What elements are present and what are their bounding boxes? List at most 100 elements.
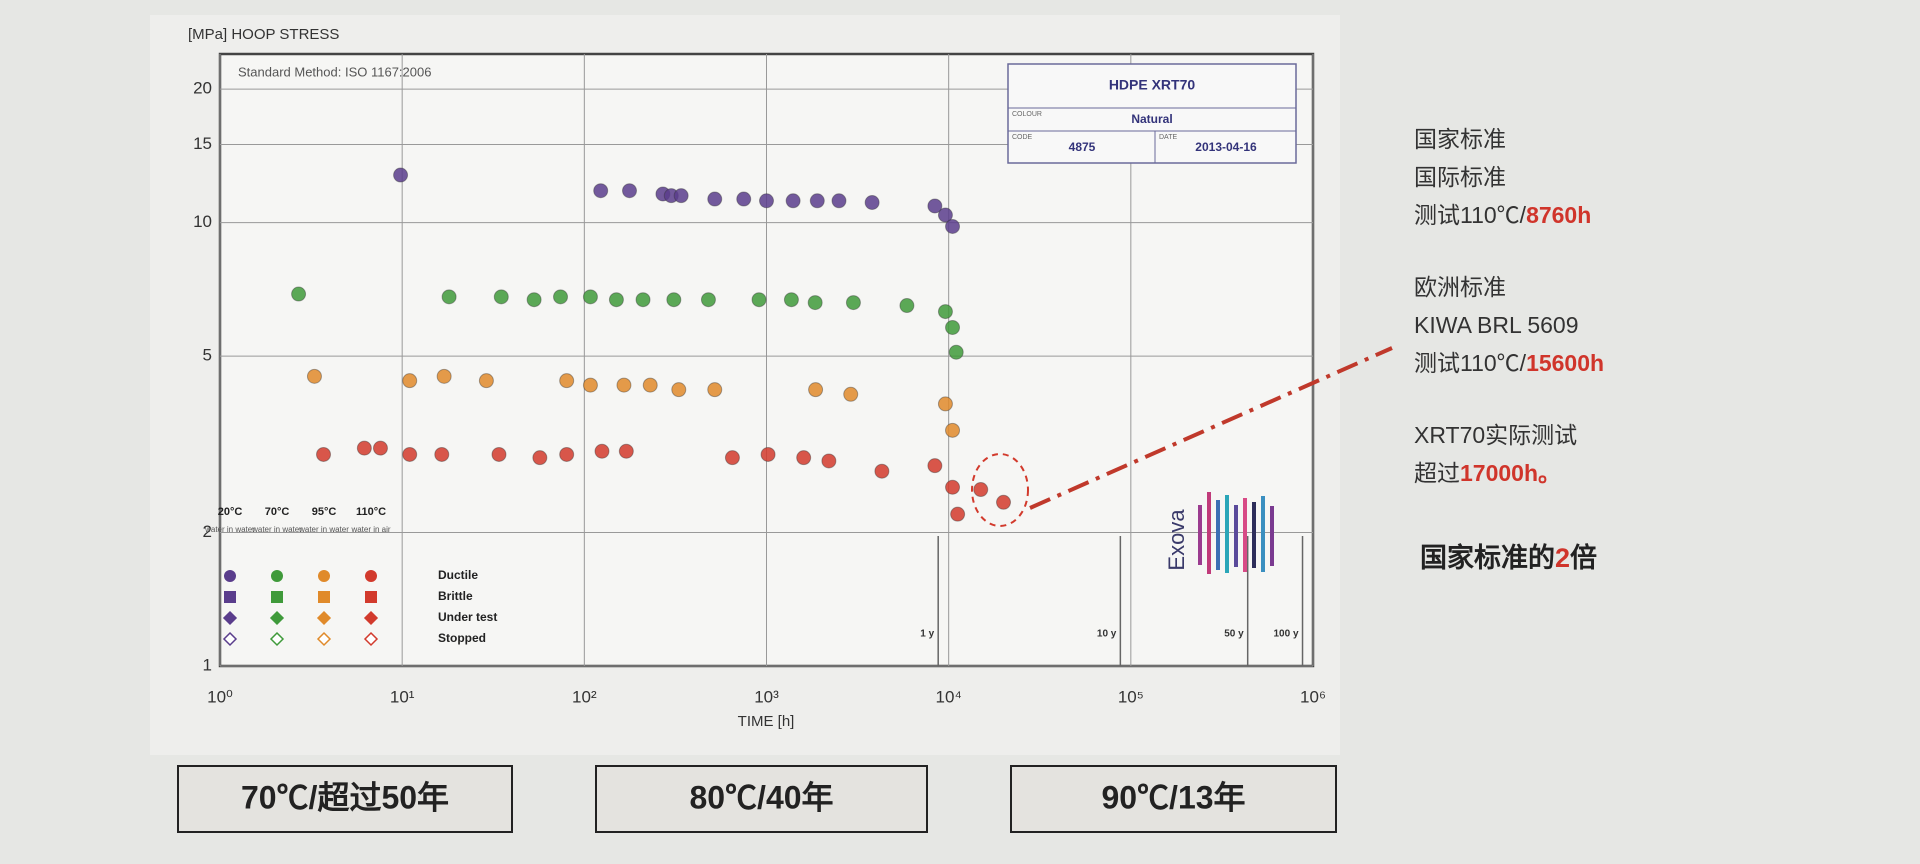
logo-bar bbox=[1261, 496, 1265, 572]
note-text: 17000h。 bbox=[1460, 460, 1561, 486]
info-value: 4875 bbox=[1069, 140, 1096, 154]
note-line: 国际标准 bbox=[1414, 164, 1506, 190]
point bbox=[973, 482, 989, 498]
note-text: KIWA BRL 5609 bbox=[1414, 312, 1579, 338]
legend-symbol bbox=[316, 631, 332, 647]
footer-text: 70℃/超过50年 bbox=[241, 779, 449, 815]
y-tick-label: 5 bbox=[203, 346, 212, 365]
conclusion-text: 国家标准的 bbox=[1420, 542, 1555, 573]
point bbox=[582, 377, 598, 393]
point bbox=[356, 440, 372, 456]
legend-medium: water in air bbox=[350, 525, 390, 534]
point bbox=[608, 292, 624, 308]
time-marker-label: 10 y bbox=[1097, 629, 1117, 640]
time-marker-label: 100 y bbox=[1273, 629, 1298, 640]
logo-bar bbox=[1252, 502, 1256, 568]
note-line: 测试110℃/8760h bbox=[1414, 202, 1591, 228]
point bbox=[291, 286, 307, 302]
point bbox=[532, 450, 548, 466]
time-marker-label: 50 y bbox=[1224, 629, 1244, 640]
x-tick-label: 10³ bbox=[754, 687, 779, 706]
info-box: HDPE XRT70 COLOUR Natural CODE 4875 DATE… bbox=[1007, 63, 1297, 164]
legend-symbol bbox=[224, 591, 236, 603]
info-label: CODE bbox=[1012, 134, 1033, 141]
note-text: XRT70实际测试 bbox=[1414, 422, 1577, 448]
x-tick-label: 10⁶ bbox=[1300, 687, 1326, 706]
info-value: 2013-04-16 bbox=[1195, 140, 1257, 154]
point bbox=[736, 191, 752, 207]
legend-label: Under test bbox=[438, 610, 497, 624]
point bbox=[707, 382, 723, 398]
legend-symbol bbox=[365, 591, 377, 603]
legend-medium: water in water bbox=[251, 525, 302, 534]
logo-bar bbox=[1234, 505, 1238, 567]
point bbox=[559, 373, 575, 389]
note-line: KIWA BRL 5609 bbox=[1414, 312, 1579, 338]
legend-symbol bbox=[222, 631, 238, 647]
conclusion-text: 2 bbox=[1555, 543, 1570, 573]
legend-symbol bbox=[365, 570, 377, 582]
conclusion: 国家标准的2倍 bbox=[1420, 542, 1597, 573]
point bbox=[950, 506, 966, 522]
point bbox=[673, 188, 689, 204]
y-tick-label: 2 bbox=[203, 522, 212, 541]
point bbox=[945, 479, 961, 495]
footer-text: 80℃/40年 bbox=[689, 779, 833, 815]
point bbox=[559, 446, 575, 462]
point bbox=[809, 193, 825, 209]
point bbox=[874, 463, 890, 479]
point bbox=[436, 368, 452, 384]
point bbox=[996, 494, 1012, 510]
grid bbox=[219, 54, 1314, 667]
logo-bar bbox=[1207, 492, 1211, 574]
info-value: Natural bbox=[1131, 112, 1172, 126]
note-line: 国家标准 bbox=[1414, 126, 1506, 152]
point bbox=[553, 289, 569, 305]
point bbox=[666, 292, 682, 308]
logo-bar bbox=[1243, 498, 1247, 572]
legend-symbol bbox=[318, 570, 330, 582]
note-text: 测试110℃/ bbox=[1414, 350, 1527, 376]
point bbox=[635, 292, 651, 308]
logo-bar bbox=[1198, 505, 1202, 565]
point bbox=[372, 440, 388, 456]
note-line: 超过17000h。 bbox=[1414, 460, 1561, 486]
series bbox=[316, 440, 1012, 522]
point bbox=[594, 443, 610, 459]
legend-header: 70°C bbox=[265, 506, 290, 518]
point bbox=[526, 292, 542, 308]
legend-symbol bbox=[224, 570, 236, 582]
point bbox=[796, 450, 812, 466]
footer-box bbox=[1010, 765, 1337, 833]
point bbox=[899, 298, 915, 314]
conclusion-text: 倍 bbox=[1570, 542, 1597, 573]
legend-medium: water in water bbox=[298, 525, 349, 534]
logo-bar bbox=[1225, 495, 1229, 573]
x-tick-label: 10² bbox=[572, 687, 597, 706]
info-label: COLOUR bbox=[1012, 111, 1042, 118]
legend-symbol bbox=[318, 591, 330, 603]
y-tick-label: 20 bbox=[193, 79, 212, 98]
point bbox=[831, 193, 847, 209]
point bbox=[593, 183, 609, 199]
legend-header: 20°C bbox=[218, 506, 243, 518]
point bbox=[760, 446, 776, 462]
note-line: 欧洲标准 bbox=[1414, 274, 1506, 300]
x-axis-label: TIME [h] bbox=[738, 713, 795, 730]
legend-label: Stopped bbox=[438, 631, 486, 645]
x-tick-label: 10⁰ bbox=[207, 687, 233, 706]
point bbox=[937, 396, 953, 412]
note-text: 15600h bbox=[1526, 350, 1604, 376]
legend-label: Brittle bbox=[438, 589, 473, 603]
legend-symbol bbox=[363, 631, 379, 647]
legend-symbol bbox=[269, 610, 285, 626]
point bbox=[393, 167, 409, 183]
time-marker-label: 1 y bbox=[920, 629, 934, 640]
note-text: 国家标准 bbox=[1414, 126, 1506, 152]
footer-box bbox=[595, 765, 928, 833]
point bbox=[700, 292, 716, 308]
point bbox=[821, 453, 837, 469]
note-text: 测试110℃/ bbox=[1414, 202, 1527, 228]
y-tick-label: 1 bbox=[203, 655, 212, 674]
